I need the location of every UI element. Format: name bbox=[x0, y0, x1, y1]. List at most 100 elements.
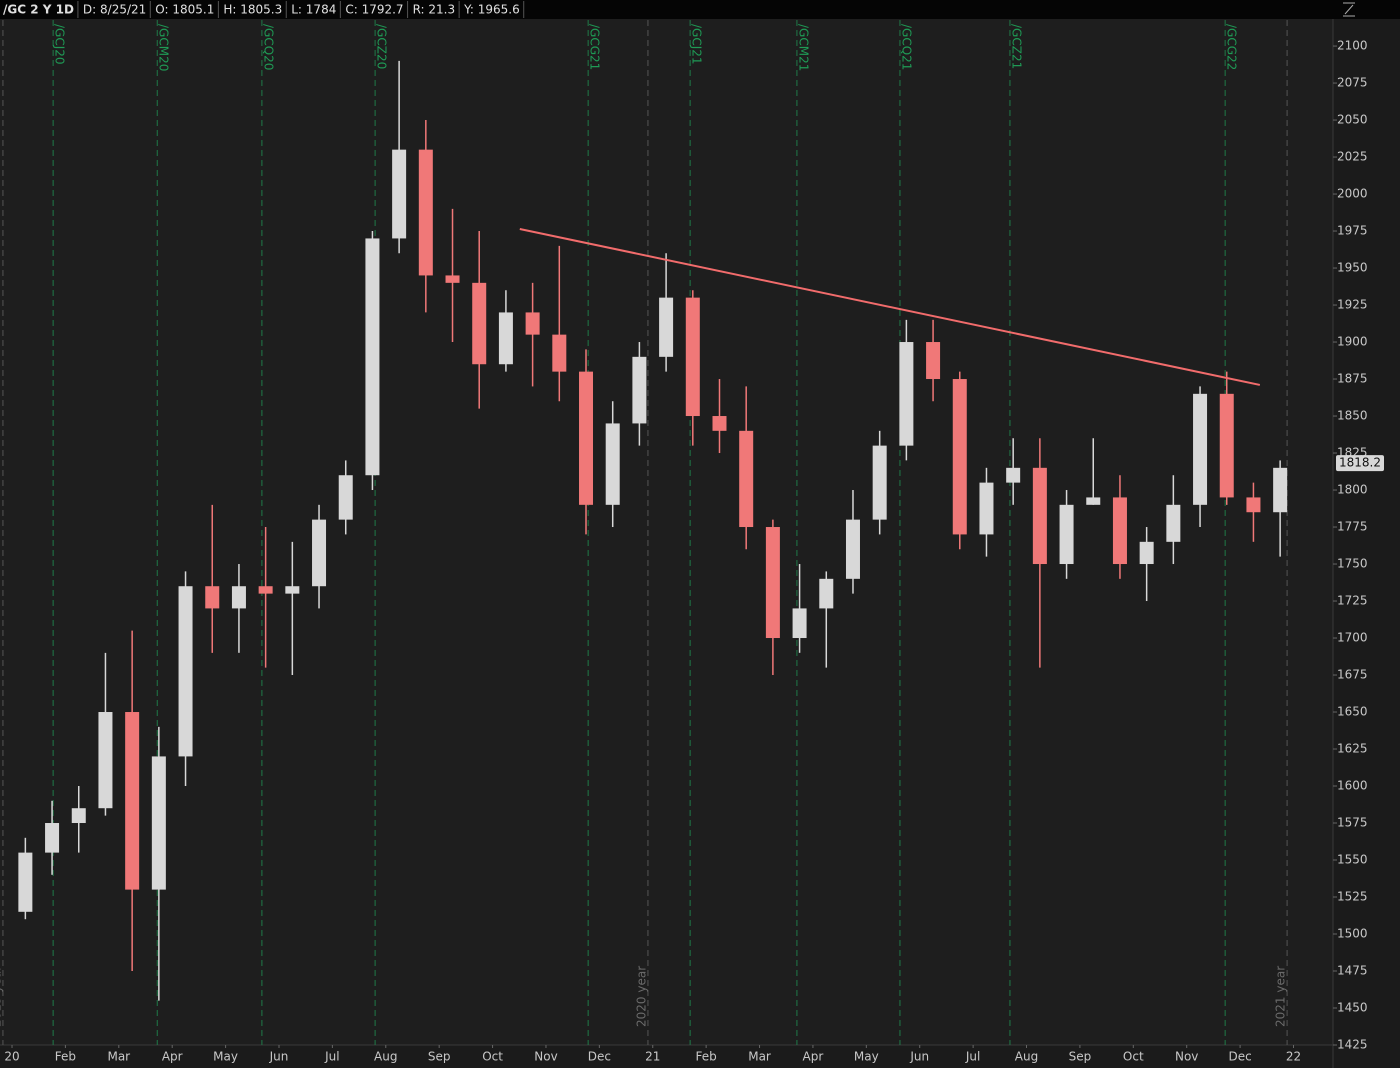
x-tick-label: Apr bbox=[162, 1050, 183, 1064]
candle-body bbox=[712, 416, 727, 431]
x-tick-label: Jul bbox=[965, 1050, 980, 1064]
roll-label: /GCJ20 bbox=[53, 24, 67, 65]
year-label: 2020 year bbox=[634, 966, 648, 1027]
y-tick-label: 1650 bbox=[1337, 705, 1368, 719]
candle-body bbox=[792, 608, 807, 639]
y-tick-label: 1500 bbox=[1337, 927, 1368, 941]
y-tick-label: 2025 bbox=[1337, 150, 1368, 164]
candle-body bbox=[605, 423, 620, 505]
candle-body bbox=[151, 756, 166, 890]
y-tick-label: 1550 bbox=[1337, 853, 1368, 867]
candle-body bbox=[1006, 467, 1021, 483]
y-tick-label: 1525 bbox=[1337, 890, 1368, 904]
x-tick-label: Feb bbox=[55, 1050, 76, 1064]
candle-body bbox=[952, 379, 967, 535]
candle-body bbox=[1059, 504, 1074, 565]
candle-body bbox=[1032, 467, 1047, 565]
x-tick-label: Aug bbox=[1015, 1050, 1038, 1064]
candle-body bbox=[1193, 393, 1208, 505]
y-tick-label: 1975 bbox=[1337, 224, 1368, 238]
candle-body bbox=[579, 371, 594, 505]
x-tick-label: Jun bbox=[269, 1050, 289, 1064]
x-tick-label: 20 bbox=[4, 1050, 19, 1064]
y-tick-label: 2100 bbox=[1337, 39, 1368, 53]
x-tick-label: Nov bbox=[534, 1050, 557, 1064]
candle-body bbox=[445, 275, 460, 283]
roll-label: /GCZ20 bbox=[375, 24, 389, 69]
roll-label: /GCG21 bbox=[588, 24, 602, 70]
candle-body bbox=[525, 312, 540, 335]
candle-body bbox=[205, 586, 220, 609]
candle-body bbox=[739, 430, 754, 528]
roll-label: /GCZ21 bbox=[1009, 24, 1023, 69]
header-field: /GC 2 Y 1D bbox=[3, 3, 74, 17]
y-tick-label: 2075 bbox=[1337, 76, 1368, 90]
last-price-label: 1818.2 bbox=[1339, 456, 1381, 470]
y-tick-label: 1475 bbox=[1337, 964, 1368, 978]
candle-body bbox=[71, 808, 86, 824]
x-tick-label: May bbox=[854, 1050, 879, 1064]
candle-body bbox=[765, 527, 780, 639]
candle-body bbox=[258, 586, 273, 594]
x-tick-label: Feb bbox=[696, 1050, 717, 1064]
candle-body bbox=[312, 519, 327, 587]
header-field: R: 21.3 bbox=[413, 3, 456, 17]
y-tick-label: 1700 bbox=[1337, 631, 1368, 645]
settings-icon[interactable] bbox=[1343, 2, 1355, 17]
header-bar bbox=[0, 0, 1400, 19]
x-tick-label: Oct bbox=[482, 1050, 503, 1064]
y-tick-label: 1900 bbox=[1337, 335, 1368, 349]
header-field: O: 1805.1 bbox=[155, 3, 214, 17]
year-label: 2019 year bbox=[0, 966, 3, 1027]
y-tick-label: 1750 bbox=[1337, 557, 1368, 571]
candle-body bbox=[1086, 497, 1101, 505]
x-tick-label: Jul bbox=[324, 1050, 339, 1064]
y-tick-label: 1800 bbox=[1337, 483, 1368, 497]
x-tick-label: 22 bbox=[1286, 1050, 1301, 1064]
candle-body bbox=[231, 586, 246, 609]
y-tick-label: 1875 bbox=[1337, 372, 1368, 386]
y-axis-panel bbox=[1333, 19, 1400, 1068]
x-tick-label: Mar bbox=[748, 1050, 771, 1064]
candle-body bbox=[1166, 504, 1181, 542]
y-tick-label: 2050 bbox=[1337, 113, 1368, 127]
candle-body bbox=[872, 445, 887, 520]
candle-body bbox=[365, 238, 380, 476]
candle-body bbox=[45, 823, 60, 853]
x-tick-label: Jun bbox=[909, 1050, 929, 1064]
y-tick-label: 1725 bbox=[1337, 594, 1368, 608]
y-tick-label: 1600 bbox=[1337, 779, 1368, 793]
candle-body bbox=[819, 578, 834, 609]
roll-label: /GCJ21 bbox=[690, 24, 704, 65]
candle-body bbox=[685, 297, 700, 417]
candle-body bbox=[98, 712, 113, 809]
y-tick-label: 1425 bbox=[1337, 1038, 1368, 1052]
candle-body bbox=[18, 852, 33, 912]
x-tick-label: Sep bbox=[1069, 1050, 1092, 1064]
last-price-box bbox=[1336, 455, 1384, 472]
x-tick-label: Sep bbox=[428, 1050, 451, 1064]
candle-body bbox=[926, 342, 941, 380]
roll-label: /GCM20 bbox=[157, 24, 171, 71]
x-tick-label: Oct bbox=[1123, 1050, 1144, 1064]
candle-body bbox=[472, 282, 487, 365]
header-field: C: 1792.7 bbox=[345, 3, 403, 17]
candle-body bbox=[178, 586, 193, 757]
y-tick-label: 2000 bbox=[1337, 187, 1368, 201]
header-field: L: 1784 bbox=[291, 3, 336, 17]
candle-body bbox=[1139, 541, 1154, 565]
year-label: 2021 year bbox=[1274, 966, 1288, 1027]
y-tick-label: 1775 bbox=[1337, 520, 1368, 534]
y-tick-label: 1675 bbox=[1337, 668, 1368, 682]
y-tick-label: 1925 bbox=[1337, 298, 1368, 312]
y-tick-label: 1625 bbox=[1337, 742, 1368, 756]
candle-body bbox=[1273, 467, 1288, 513]
trendline bbox=[519, 227, 1261, 386]
x-tick-label: Dec bbox=[1228, 1050, 1251, 1064]
header-field: Y: 1965.6 bbox=[463, 3, 520, 17]
candle-body bbox=[1112, 497, 1127, 565]
candle-body bbox=[418, 149, 433, 276]
